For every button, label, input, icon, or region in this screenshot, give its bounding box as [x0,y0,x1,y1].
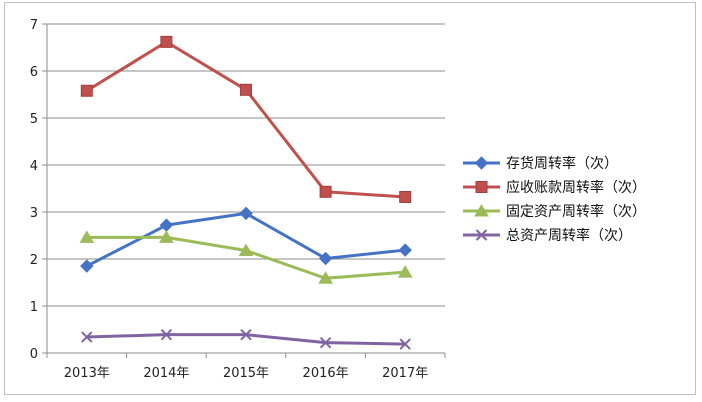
legend-label: 应收账款周转率（次） [506,179,646,196]
data-point [319,336,332,349]
y-axis: 0 1 2 3 4 5 6 7 [30,18,48,362]
legend-label: 存货周转率（次） [506,155,618,172]
series-line [86,40,406,199]
data-point [318,251,333,266]
data-point [79,230,95,243]
data-point [399,190,412,203]
series-line [86,211,406,268]
legend-item: 应收账款周转率（次） [463,179,646,196]
y-tick-label: 4 [30,159,38,174]
x-marker-stroke [81,331,93,343]
data-point [80,259,94,273]
x-tick-label: 2016年 [303,366,349,381]
y-tick-label: 5 [30,112,38,127]
data-point [239,206,253,221]
x-tick-label: 2014年 [143,366,189,381]
legend: 存货周转率（次） 应收账款周转率（次） 固定资产周转率（次） 总资产周转率（次） [463,155,646,244]
legend-label: 固定资产周转率（次） [506,203,646,220]
data-point [160,328,173,341]
series-0 [80,206,412,273]
x-marker-stroke [475,229,488,241]
gridlines [47,23,445,307]
data-point [399,338,411,350]
y-tick-label: 1 [30,300,38,315]
legend-swatch-marker [475,229,488,241]
series-1 [80,35,412,203]
x-marker-stroke [160,328,173,341]
x-tick-label: 2015年 [223,366,269,381]
series-2 [79,230,413,284]
y-tick-label: 7 [30,18,38,33]
data-point [159,230,174,243]
series-group [79,35,413,350]
y-tick-label: 0 [30,347,38,362]
y-tick-label: 6 [30,65,38,80]
data-point [318,271,333,284]
x-marker-stroke [319,336,332,349]
x-marker-stroke [240,328,252,341]
data-point [159,218,174,232]
data-point [397,265,413,278]
data-point [398,243,412,257]
y-tick-label: 2 [30,253,38,268]
legend-label: 总资产周转率（次） [506,227,632,244]
series-3 [81,328,411,350]
x-axis: 2013年 2014年 2015年 2016年 2017年 [46,352,446,381]
series-line [86,235,406,280]
data-point [81,331,93,343]
data-point [240,83,252,96]
legend-swatch-marker [474,204,489,217]
data-point [160,35,173,48]
x-marker-stroke [399,338,411,350]
x-tick-label: 2013年 [64,366,110,381]
legend-swatch-marker [475,181,488,193]
legend-item: 总资产周转率（次） [463,227,632,244]
data-point [238,243,254,257]
y-tick-label: 3 [30,206,38,221]
data-point [319,185,332,198]
legend-item: 固定资产周转率（次） [463,203,646,220]
chart-frame [4,2,696,395]
legend-swatch-marker [474,156,489,170]
data-point [240,328,252,341]
legend-item: 存货周转率（次） [463,155,618,172]
x-tick-label: 2017年 [382,366,428,381]
data-point [80,84,93,97]
